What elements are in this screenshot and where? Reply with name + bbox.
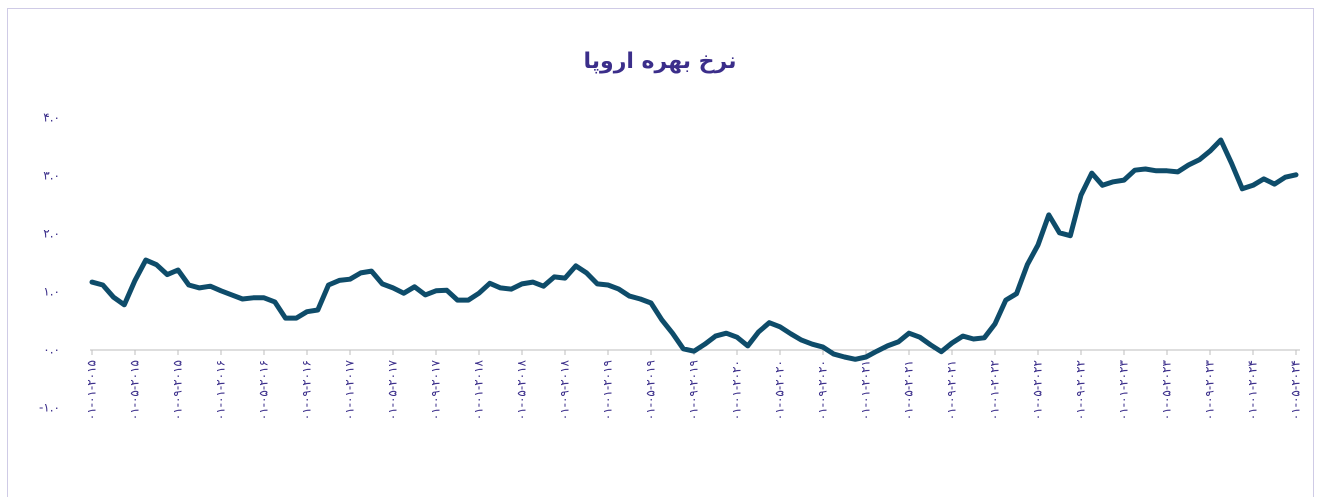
- chart-frame: [7, 8, 1314, 497]
- x-tick-label: ۰۱-۰۵-۲۰۱۹: [644, 360, 658, 420]
- x-tick-label: ۰۱-۰۹-۲۰۱۹: [687, 360, 701, 420]
- x-tick-label: ۰۱-۰۱-۲۰۱۹: [601, 360, 615, 420]
- x-tick-label: ۰۱-۰۱-۲۰۲۱: [859, 360, 873, 420]
- x-tick-label: ۰۱-۰۹-۲۰۲۱: [945, 360, 959, 420]
- x-tick-label: ۰۱-۰۱-۲۰۲۳: [1117, 359, 1131, 420]
- x-tick-label: ۰۱-۰۱-۲۰۱۶: [214, 360, 228, 420]
- x-tick-label: ۰۱-۰۵-۲۰۲۱: [902, 360, 916, 420]
- x-tick-label: ۰۱-۰۹-۲۰۲۲: [1074, 360, 1088, 420]
- x-tick-label: ۰۱-۰۹-۲۰۲۳: [1203, 359, 1217, 420]
- y-tick-label: ۴.۰: [43, 111, 60, 125]
- x-tick-label: ۰۱-۰۱-۲۰۱۷: [343, 359, 357, 420]
- x-tick-label: ۰۱-۰۵-۲۰۱۸: [515, 359, 529, 420]
- y-tick-label: ۳.۰: [43, 169, 60, 183]
- y-tick-label: ۰.۰: [43, 343, 60, 357]
- x-tick-label: ۰۱-۰۹-۲۰۱۵: [171, 360, 185, 420]
- data-line: [89, 137, 1299, 362]
- x-tick-label: ۰۱-۰۵-۲۰۱۶: [257, 360, 271, 420]
- x-tick-label: ۰۱-۰۵-۲۰۱۵: [128, 360, 142, 420]
- y-tick-label: ۱.۰: [43, 285, 60, 299]
- x-tick-label: ۰۱-۰۹-۲۰۱۷: [429, 359, 443, 420]
- x-tick-label: ۰۱-۰۵-۲۰۲۲: [1031, 360, 1045, 420]
- x-tick-label: ۰۱-۰۵-۲۰۲۳: [1160, 359, 1174, 420]
- x-tick-label: ۰۱-۰۱-۲۰۱۸: [472, 359, 486, 420]
- x-tick-label: ۰۱-۰۵-۲۰۲۰: [773, 360, 787, 420]
- chart-title: نرخ بهره اروپا: [584, 49, 737, 74]
- x-tick-label: ۰۱-۰۹-۲۰۱۸: [558, 359, 572, 420]
- y-tick-label: ۲.۰: [43, 227, 60, 241]
- x-tick-label: ۰۱-۰۵-۲۰۱۷: [386, 359, 400, 420]
- x-tick-label: ۰۱-۰۵-۲۰۲۴: [1289, 360, 1303, 420]
- x-tick-label: ۰۱-۰۱-۲۰۲۴: [1246, 360, 1260, 420]
- y-tick-label: -۱.۰: [39, 401, 60, 415]
- x-tick-label: ۰۱-۰۱-۲۰۱۵: [85, 360, 99, 420]
- x-tick-label: ۰۱-۰۱-۲۰۲۰: [730, 360, 744, 420]
- x-tick-label: ۰۱-۰۱-۲۰۲۲: [988, 360, 1002, 420]
- x-tick-label: ۰۱-۰۹-۲۰۲۰: [816, 360, 830, 420]
- x-tick-label: ۰۱-۰۹-۲۰۱۶: [300, 360, 314, 420]
